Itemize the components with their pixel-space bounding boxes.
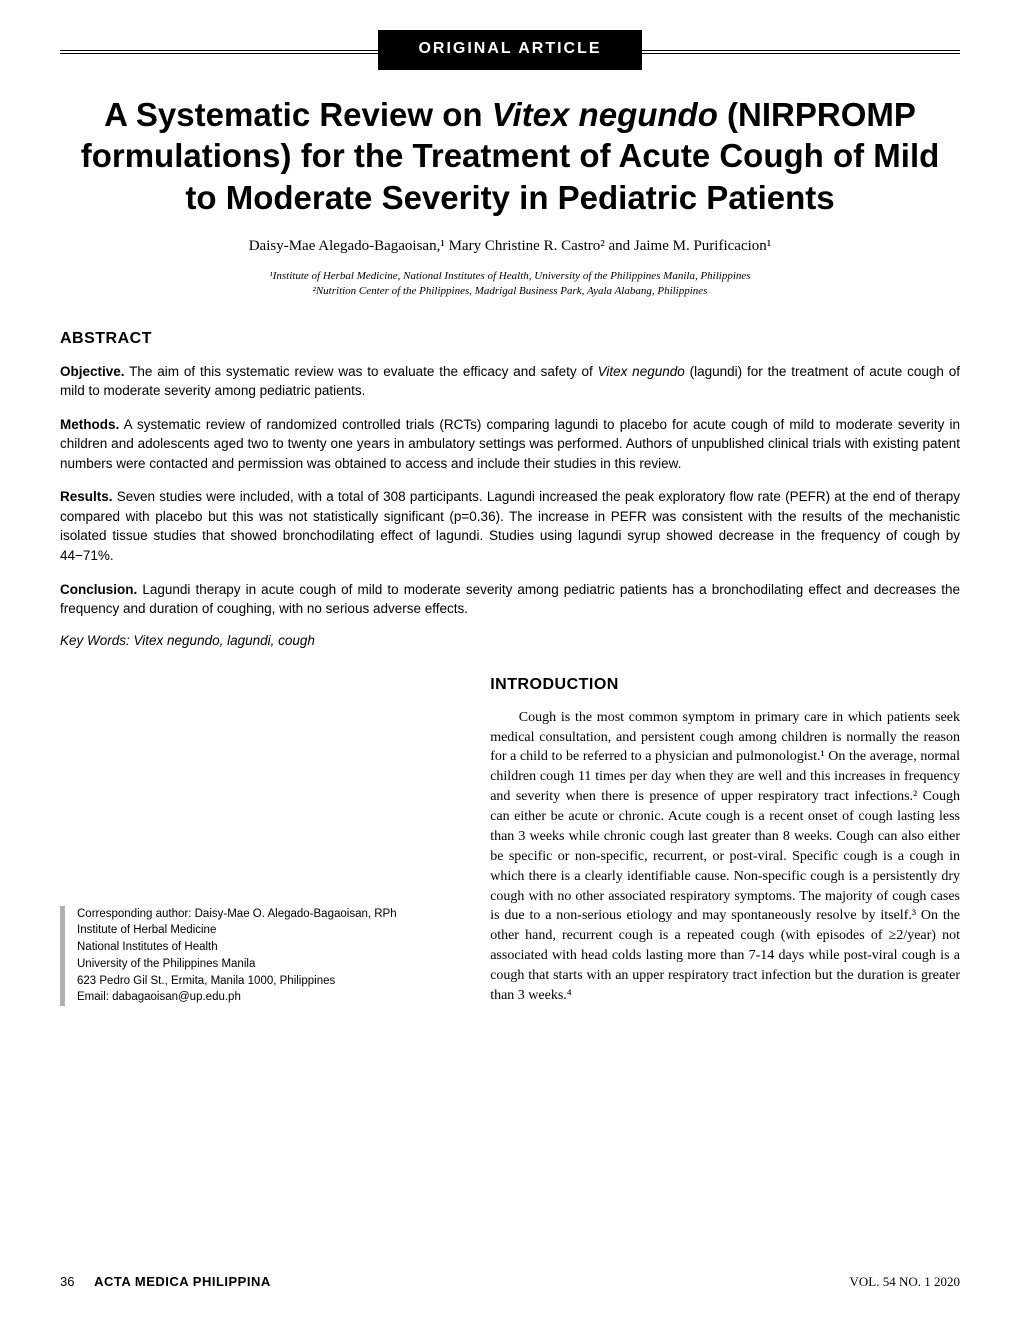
affiliation-2: ²Nutrition Center of the Philippines, Ma…: [60, 284, 960, 299]
keywords: Key Words: Vitex negundo, lagundi, cough: [60, 633, 960, 648]
article-type-badge: ORIGINAL ARTICLE: [378, 30, 641, 70]
introduction-body: Cough is the most common symptom in prim…: [490, 708, 960, 1006]
corr-line-6: Email: dabagaoisan@up.edu.ph: [77, 989, 397, 1006]
abstract-conclusion: Conclusion. Lagundi therapy in acute cou…: [60, 580, 960, 619]
results-text: Seven studies were included, with a tota…: [60, 489, 960, 563]
affiliations: ¹Institute of Herbal Medicine, National …: [60, 269, 960, 300]
corr-line-5: 623 Pedro Gil St., Ermita, Manila 1000, …: [77, 973, 397, 990]
authors-line: Daisy-Mae Alegado-Bagaoisan,¹ Mary Chris…: [60, 238, 960, 255]
right-column: INTRODUCTION Cough is the most common sy…: [490, 676, 960, 1006]
intro-text: Cough is the most common symptom in prim…: [490, 710, 960, 1003]
objective-italic: Vitex negundo: [598, 364, 685, 379]
affiliation-1: ¹Institute of Herbal Medicine, National …: [60, 269, 960, 284]
conclusion-label: Conclusion.: [60, 582, 137, 597]
abstract-block: Objective. The aim of this systematic re…: [60, 362, 960, 619]
title-italic: Vitex negundo: [492, 96, 718, 133]
abstract-objective: Objective. The aim of this systematic re…: [60, 362, 960, 401]
abstract-heading: ABSTRACT: [60, 330, 960, 348]
corresponding-author-block: Corresponding author: Daisy-Mae O. Alega…: [60, 906, 397, 1006]
article-title: A Systematic Review on Vitex negundo (NI…: [70, 94, 950, 218]
corr-line-1: Corresponding author: Daisy-Mae O. Alega…: [77, 906, 397, 923]
abstract-results: Results. Seven studies were included, wi…: [60, 487, 960, 565]
introduction-heading: INTRODUCTION: [490, 676, 960, 694]
conclusion-text: Lagundi therapy in acute cough of mild t…: [60, 582, 960, 617]
abstract-methods: Methods. A systematic review of randomiz…: [60, 415, 960, 474]
objective-pre: The aim of this systematic review was to…: [125, 364, 598, 379]
methods-text: A systematic review of randomized contro…: [60, 417, 960, 471]
page-footer: 36 ACTA MEDICA PHILIPPINA VOL. 54 NO. 1 …: [60, 1274, 960, 1290]
corr-line-3: National Institutes of Health: [77, 939, 397, 956]
page-number: 36: [60, 1274, 74, 1289]
objective-label: Objective.: [60, 364, 125, 379]
journal-name: ACTA MEDICA PHILIPPINA: [94, 1274, 271, 1289]
corr-line-4: University of the Philippines Manila: [77, 956, 397, 973]
title-pre: A Systematic Review on: [104, 96, 492, 133]
methods-label: Methods.: [60, 417, 119, 432]
results-label: Results.: [60, 489, 113, 504]
corr-line-2: Institute of Herbal Medicine: [77, 922, 397, 939]
left-column: Corresponding author: Daisy-Mae O. Alega…: [60, 676, 460, 1006]
issue-info: VOL. 54 NO. 1 2020: [850, 1274, 961, 1290]
